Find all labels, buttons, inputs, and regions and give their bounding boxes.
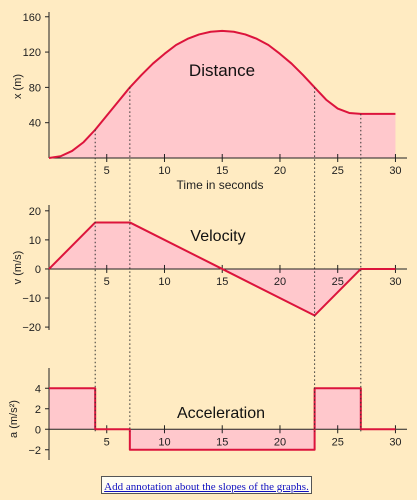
y-tick-label: 160 (23, 12, 41, 24)
acceleration-area (49, 388, 396, 450)
y-tick-label: −10 (22, 293, 41, 305)
x-tick-label: 15 (216, 165, 228, 177)
y-axis-label: v (m/s) (12, 251, 24, 285)
x-tick-label: 30 (389, 276, 401, 288)
x-tick-label: 10 (158, 165, 170, 177)
x-tick-label: 20 (274, 165, 286, 177)
chart-title: Velocity (190, 228, 245, 245)
x-tick-label: 20 (274, 276, 286, 288)
x-tick-label: 25 (332, 276, 344, 288)
x-tick-label: 5 (104, 165, 110, 177)
y-tick-label: −2 (28, 445, 41, 457)
y-tick-label: 0 (35, 424, 41, 436)
x-tick-label: 10 (158, 436, 170, 448)
chart-title: Acceleration (177, 405, 265, 422)
panel-velocity: 20 10 0 −10 −20 5 10 15 20 25 30 Velocity v (m/s) (12, 205, 407, 334)
y-tick-label: 40 (29, 118, 41, 130)
y-axis-label: a (m/s²) (8, 400, 20, 438)
x-axis-label: Time in seconds (177, 178, 264, 192)
chart-title: Distance (189, 61, 255, 80)
y-tick-label: 80 (29, 82, 41, 94)
x-tick-label: 15 (216, 276, 228, 288)
y-tick-label: 4 (35, 383, 41, 395)
x-tick-label: 30 (389, 165, 401, 177)
y-tick-label: −20 (22, 322, 41, 334)
distance-curve (48, 29, 396, 159)
y-axis-label: x (m) (12, 74, 24, 99)
y-tick-label: 2 (35, 404, 41, 416)
x-tick-label: 25 (332, 165, 344, 177)
acceleration-curve (49, 387, 396, 451)
y-tick-label: 120 (23, 47, 41, 59)
x-tick-label: 30 (389, 436, 401, 448)
transition-guides (94, 87, 362, 432)
distance-area (49, 30, 396, 159)
y-tick-label: 10 (29, 235, 41, 247)
annotation-link-box: Add annotation about the slopes of the g… (101, 476, 312, 494)
x-tick-label: 10 (158, 276, 170, 288)
x-tick-label: 20 (274, 436, 286, 448)
annotation-link[interactable]: Add annotation about the slopes of the g… (104, 481, 309, 493)
x-tick-label: 15 (216, 436, 228, 448)
y-tick-label: 20 (29, 206, 41, 218)
x-tick-label: 5 (104, 436, 110, 448)
x-tick-label: 5 (104, 276, 110, 288)
y-tick-label: 0 (35, 264, 41, 276)
panel-distance: 40 80 120 160 5 10 15 20 25 30 Distance x (m) Time i… (12, 12, 407, 192)
x-tick-label: 25 (332, 436, 344, 448)
